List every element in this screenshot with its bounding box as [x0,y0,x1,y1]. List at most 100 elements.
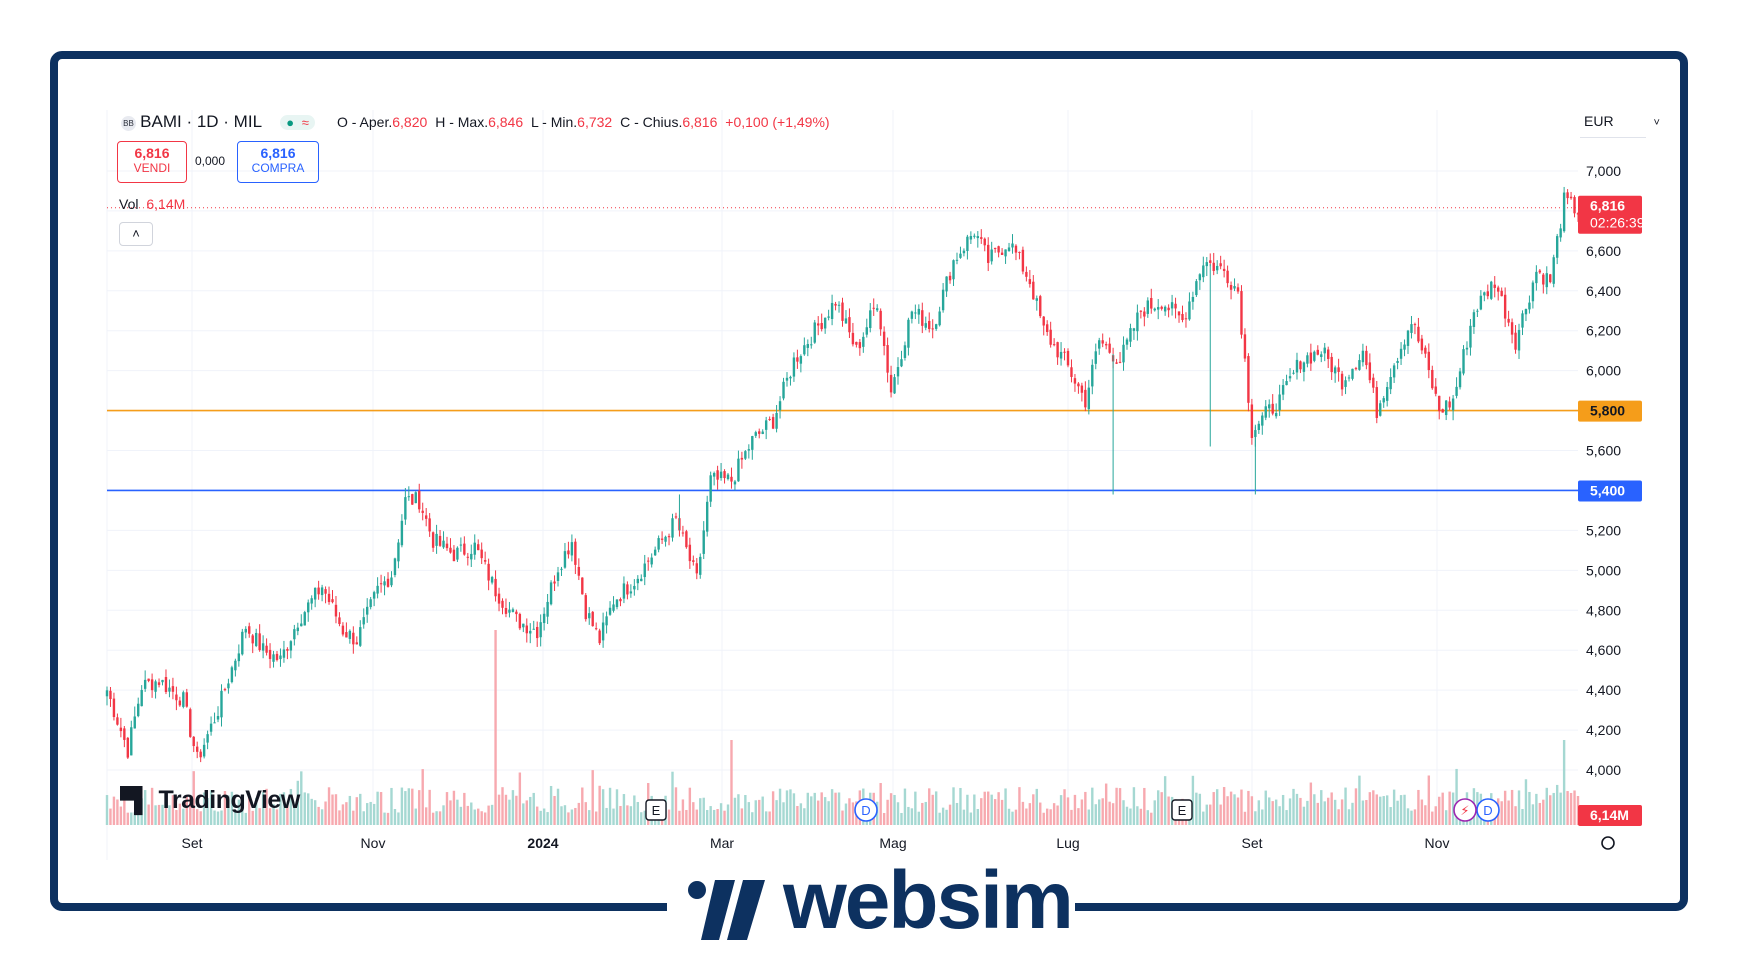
candle-body [605,616,608,626]
volume-bar [216,811,220,825]
volume-bar [452,790,456,825]
candle-body [782,381,785,399]
candle-body [952,260,955,280]
candle-body [740,457,744,460]
volume-bar [400,787,404,825]
candle-body [584,595,587,620]
buy-button[interactable]: 6,816 COMPRA [237,141,319,183]
volume-bar [345,802,348,825]
volume-bar [1292,788,1295,825]
candle-body [1372,377,1375,388]
candle-body [261,643,265,651]
candle-body [1410,324,1413,333]
volume-bar [196,809,199,825]
candle-body [581,577,584,595]
y-tick-label: 5,000 [1586,562,1621,578]
market-status-badge[interactable]: ● ≈ [280,115,315,130]
candle-body [1080,385,1084,393]
volume-bar [1403,794,1406,825]
lightning-icon: ⚡ [1460,804,1469,819]
volume-bar [699,798,702,825]
volume-bar [1337,809,1340,825]
candle-body [1427,351,1431,371]
volume-bar [241,809,244,825]
candle-body [931,328,934,330]
volume-bar [411,788,414,825]
volume-bar [702,797,705,825]
candle-body [1514,332,1517,350]
candle-body [1129,328,1132,342]
candle-body [1268,404,1271,409]
candle-body [1056,342,1059,358]
candle-body [921,310,924,326]
candle-body [1240,291,1243,335]
volume-bar [1202,811,1205,825]
volume-bar [251,810,254,825]
volume-bar [1094,804,1097,825]
candle-body [875,308,879,311]
candle-body [719,471,723,478]
volume-bar [785,790,789,825]
candle-body [907,319,910,348]
collapse-legend-button[interactable]: ˄ [119,222,153,246]
candle-body [1264,406,1267,418]
candle-body [275,653,279,660]
volume-bar [150,787,154,825]
sell-button[interactable]: 6,816 VENDI [117,141,187,183]
candle-body [1274,413,1278,417]
volume-bar [1333,799,1337,825]
candle-body [1295,359,1299,373]
earnings-marker [1171,799,1193,821]
candle-body [223,689,227,691]
candle-body [1032,281,1035,300]
candle-body [248,626,251,634]
candle-body [806,344,810,348]
volume-bar [1222,787,1226,825]
volume-bar [601,789,605,825]
y-tick-label: 5,200 [1586,522,1621,538]
candle-body [997,246,1000,253]
volume-bar [199,811,202,825]
volume-bar [352,810,355,825]
dividend-marker-label: D [1483,803,1492,818]
volume-bar [473,809,476,825]
x-tick-label: Set [1241,835,1262,851]
volume-bar [234,809,237,825]
candle-body [653,549,657,556]
candle-body [303,612,306,626]
volume-bar [622,794,626,825]
volume-bar [119,806,123,825]
volume-bar [778,788,782,825]
candle-body [1316,349,1319,355]
volume-bar [775,800,778,825]
candle-body [109,690,112,700]
candle-body [671,518,674,538]
dividend-marker-label: D [861,803,870,818]
candle-body [1045,324,1049,332]
header-symbol[interactable]: BB BAMI · 1D · MIL ● ≈ O - Aper.6,820 H … [121,112,830,132]
currency-selector[interactable]: EUR ˅ [1584,113,1660,129]
candle-body [175,694,178,701]
candle-body [1215,265,1219,271]
volume-bar [171,795,175,825]
candle-body [300,623,303,627]
candle-body [393,558,397,576]
volume-bar [1448,791,1451,825]
candle-body [164,677,168,693]
volume-bar [1070,809,1073,825]
volume-bar [681,799,685,825]
volume-bar [1420,799,1424,825]
volume-bar [1209,804,1212,825]
candle-body [359,627,362,646]
volume-bar [1163,776,1167,825]
volume-bar [1028,803,1032,825]
volume-bar [834,792,837,825]
volume-bar [726,804,730,825]
volume-bar [143,790,147,825]
candle-body [209,723,213,732]
volume-bar [542,808,546,825]
candle-body [220,690,223,718]
candle-body [699,556,702,575]
candle-body [1219,263,1222,267]
